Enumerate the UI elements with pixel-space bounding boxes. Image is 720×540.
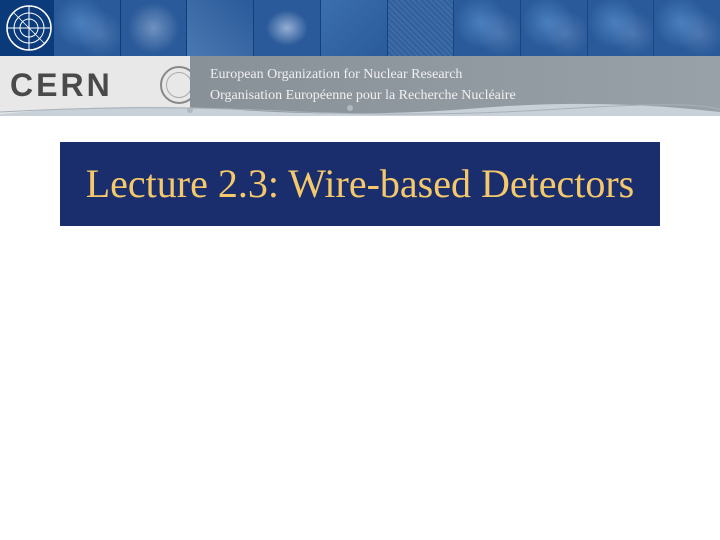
- banner-tile: [54, 0, 120, 56]
- banner-tile: [321, 0, 387, 56]
- banner-tile: [588, 0, 654, 56]
- cern-wordmark: CERN: [10, 67, 113, 104]
- org-name-english: European Organization for Nuclear Resear…: [210, 64, 720, 85]
- header-banner: [0, 0, 720, 56]
- title-box: Lecture 2.3: Wire-based Detectors: [60, 142, 660, 226]
- cern-logo-icon: [4, 3, 54, 53]
- banner-tile: [121, 0, 187, 56]
- banner-tile: [388, 0, 454, 56]
- sub-header: CERN European Organization for Nuclear R…: [0, 56, 720, 114]
- banner-tile: [654, 0, 720, 56]
- slide-title: Lecture 2.3: Wire-based Detectors: [80, 160, 640, 208]
- banner-tile: [521, 0, 587, 56]
- wave-decoration: [0, 100, 720, 116]
- banner-tile: [187, 0, 253, 56]
- banner-tile: [454, 0, 520, 56]
- banner-tiles: [54, 0, 720, 56]
- banner-tile: [254, 0, 320, 56]
